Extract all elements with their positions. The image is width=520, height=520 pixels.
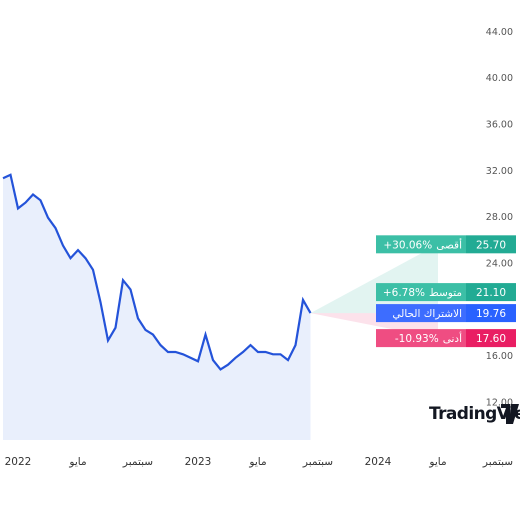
target-badge: 17.60 أدنى -10.93%	[376, 329, 516, 348]
badge-name: متوسط	[429, 287, 462, 299]
x-tick-label: 2023	[185, 456, 212, 468]
badge-label-box	[376, 283, 466, 302]
badge-name: أدنى	[443, 331, 462, 345]
badge-change: -10.93%	[395, 333, 439, 345]
price-area	[3, 174, 311, 441]
x-tick-label: سبتمبر	[302, 456, 333, 468]
badge-value-box	[466, 283, 516, 302]
x-tick-label: 2022	[5, 456, 32, 468]
badge-name: الاشتراك الحالي	[392, 308, 462, 320]
x-tick-label: سبتمبر	[482, 456, 513, 468]
target-badge: 25.70 أقصى +30.06%	[376, 235, 516, 254]
y-tick-label: 36.00	[486, 120, 513, 131]
watermark: TradingView	[429, 404, 520, 424]
badge-value-box	[466, 329, 516, 348]
y-tick-label: 12.00	[486, 397, 513, 408]
badge-value-box	[466, 235, 516, 254]
badge-name: أقصى	[436, 237, 462, 251]
watermark-text: TradingView	[429, 404, 520, 424]
badge-value: 25.70	[476, 239, 506, 251]
badge-value: 21.10	[476, 287, 506, 299]
badge-label-box	[376, 329, 466, 348]
y-tick-label: 28.00	[486, 212, 513, 223]
badge-value-box	[466, 304, 516, 323]
y-tick-label: 24.00	[486, 259, 513, 270]
target-badge: 21.10 متوسط +6.78%	[376, 283, 516, 302]
x-tick-label: 2024	[365, 456, 392, 468]
badge-value: 19.76	[476, 308, 506, 320]
badge-change: +30.06%	[383, 239, 432, 251]
watermark-icon	[501, 404, 519, 424]
x-tick-label: مايو	[248, 456, 266, 468]
target-badge: 19.76 الاشتراك الحالي	[376, 304, 516, 323]
y-tick-label: 16.00	[486, 351, 513, 362]
x-tick-label: سبتمبر	[122, 456, 153, 468]
badge-change: +6.78%	[383, 287, 425, 299]
y-tick-label: 40.00	[486, 73, 513, 84]
y-tick-label: 32.00	[486, 166, 513, 177]
badge-value: 17.60	[476, 333, 506, 345]
x-tick-label: مايو	[428, 456, 446, 468]
badge-label-box	[376, 304, 466, 323]
x-tick-label: مايو	[68, 456, 86, 468]
range-area	[310, 244, 438, 314]
y-tick-label: 44.00	[486, 27, 513, 38]
price-line	[2, 173, 312, 371]
badge-label-box	[376, 235, 466, 254]
